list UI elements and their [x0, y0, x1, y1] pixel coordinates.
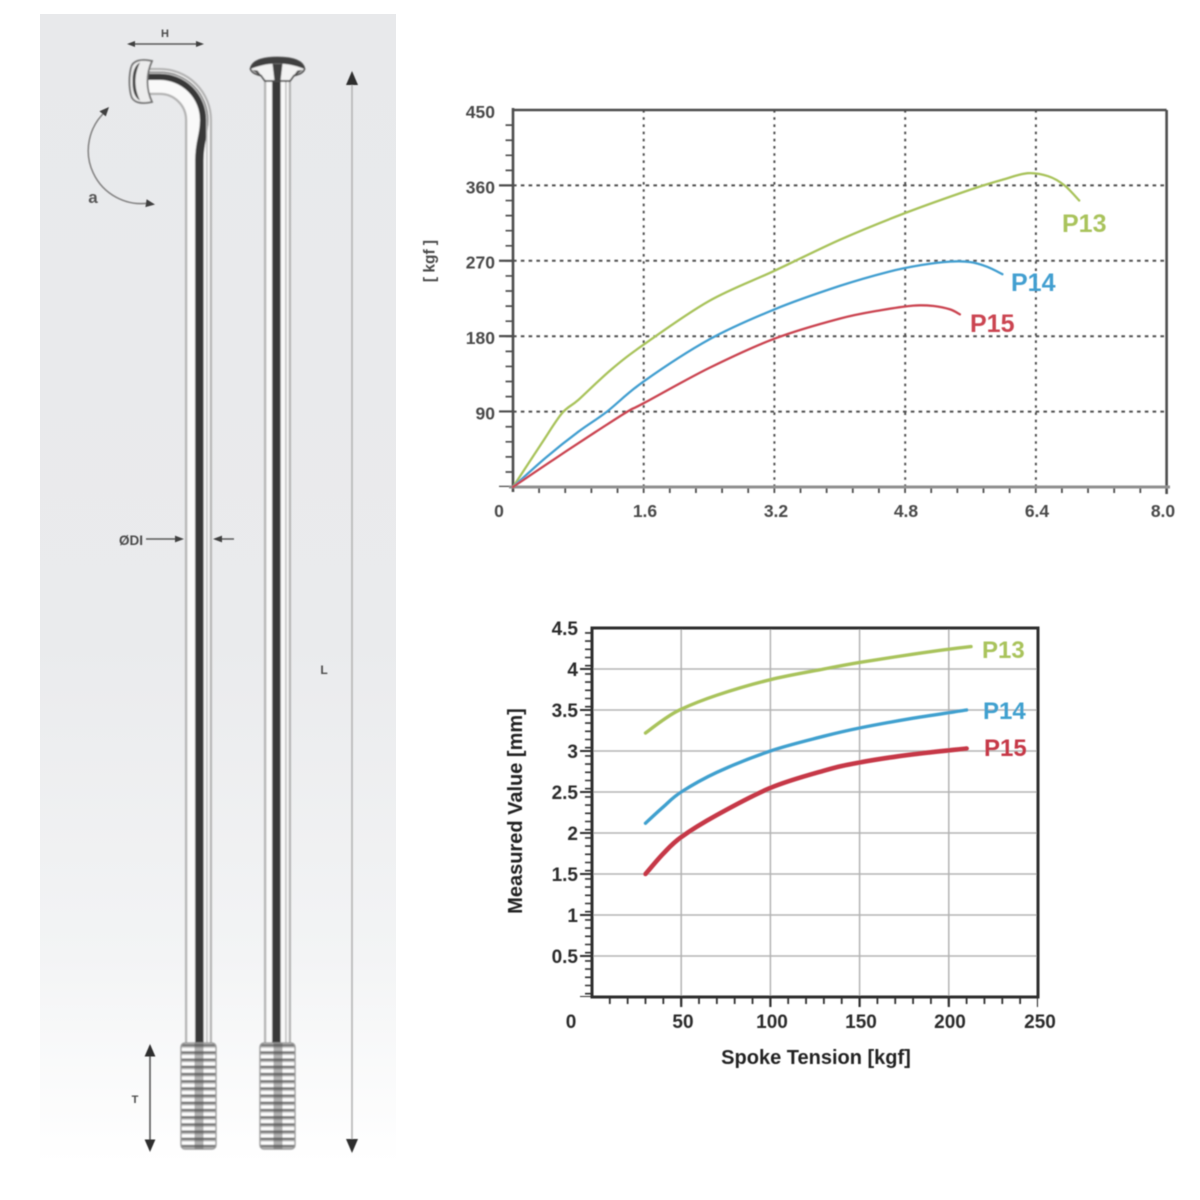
svg-text:180: 180: [466, 328, 495, 348]
svg-text:ØDI: ØDI: [119, 533, 143, 548]
svg-text:4.5: 4.5: [552, 619, 579, 640]
svg-text:[ kgf ]: [ kgf ]: [422, 240, 439, 282]
svg-text:0: 0: [494, 501, 504, 521]
svg-text:P15: P15: [984, 735, 1027, 762]
svg-text:100: 100: [756, 1012, 788, 1033]
svg-text:Spoke Tension [kgf]: Spoke Tension [kgf]: [721, 1047, 911, 1069]
svg-text:3: 3: [567, 742, 578, 763]
svg-text:4: 4: [567, 660, 578, 681]
svg-text:P13: P13: [982, 637, 1025, 664]
svg-text:Measured Value [mm]: Measured Value [mm]: [505, 708, 527, 914]
svg-text:450: 450: [466, 102, 495, 122]
svg-text:P15: P15: [970, 310, 1015, 338]
svg-text:2: 2: [567, 824, 578, 845]
svg-text:L: L: [320, 663, 327, 677]
svg-text:0: 0: [566, 1012, 577, 1033]
svg-text:1.5: 1.5: [552, 865, 579, 886]
svg-text:1.6: 1.6: [633, 501, 658, 521]
svg-text:0.5: 0.5: [552, 947, 579, 968]
svg-text:2.5: 2.5: [552, 783, 579, 804]
svg-text:4.8: 4.8: [894, 501, 919, 521]
svg-text:50: 50: [672, 1012, 693, 1033]
svg-text:a: a: [88, 188, 98, 207]
svg-text:200: 200: [934, 1012, 966, 1033]
svg-text:H: H: [161, 28, 169, 40]
svg-text:P14: P14: [983, 698, 1026, 725]
svg-text:3.2: 3.2: [764, 501, 789, 521]
svg-text:360: 360: [466, 177, 495, 197]
svg-text:P13: P13: [1062, 210, 1106, 238]
svg-text:6.4: 6.4: [1025, 501, 1050, 521]
svg-text:3.5: 3.5: [552, 701, 579, 722]
svg-text:150: 150: [845, 1012, 877, 1033]
svg-text:250: 250: [1024, 1012, 1056, 1033]
svg-text:T: T: [132, 1094, 139, 1106]
svg-text:8.0: 8.0: [1151, 501, 1176, 521]
svg-text:P14: P14: [1011, 269, 1056, 297]
svg-text:270: 270: [466, 253, 495, 273]
svg-text:90: 90: [476, 403, 496, 423]
svg-text:1: 1: [567, 906, 578, 927]
